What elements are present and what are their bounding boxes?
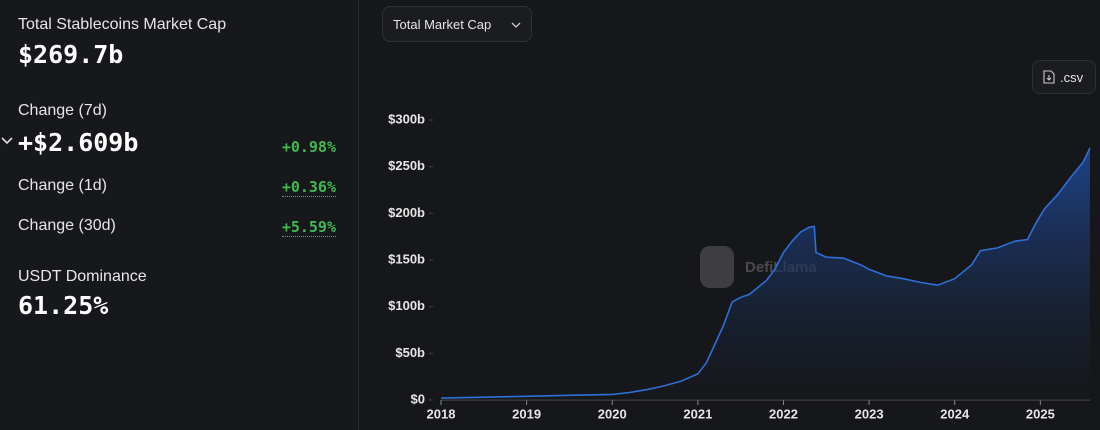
dropdown[interactable]: Total Market Cap [382,6,532,42]
chevron[interactable] [0,134,14,148]
y-tick-label: $200b [388,205,425,220]
x-tick-label: 2018 [427,406,456,421]
x-tick-label: 2020 [598,406,627,421]
area-fill [441,148,1090,400]
dominance-value: 61.25% [18,291,109,320]
y-tick-label: $250b [388,158,425,173]
area-line [440,147,1091,399]
y-tick-label: $100b [388,298,425,313]
x-tick-label: 2022 [769,406,798,421]
download-icon [1043,70,1055,84]
label: Change (1d) [18,177,107,194]
label: Change (7d) [18,102,107,119]
y-tick-label: $150b [388,251,425,266]
watermark-text: DefiLlama [745,259,817,276]
change-percent: +0.98% [281,138,336,156]
x-tick-label: 2025 [1026,406,1055,421]
title: Total Stablecoins Market Cap [18,16,227,33]
market-cap: $269.7b [18,40,124,69]
x-tick-label: 2019 [512,406,541,421]
x-tick-label: 2023 [855,406,884,421]
label: Change (30d) [18,217,116,234]
csv-button[interactable]: .csv [1032,60,1096,94]
stats-panel: Total Stablecoins Market Cap $269.7b Cha… [0,0,359,430]
y-tick-label: $0 [411,391,425,406]
watermark: DefiLlama [700,246,817,288]
change-percent: +5.59% [281,218,336,237]
dropdown-label: Total Market Cap [393,17,492,32]
change-value: +$2.609b [18,128,139,157]
csv-label: .csv [1060,70,1084,85]
change-percent: +0.36% [281,178,336,197]
y-tick-label: $300b [388,111,425,126]
x-tick-label: 2024 [940,406,970,421]
x-tick-label: 2021 [683,406,712,421]
label: USDT Dominance [18,268,147,285]
chevron [511,22,521,28]
y-tick-label: $50b [395,345,425,360]
